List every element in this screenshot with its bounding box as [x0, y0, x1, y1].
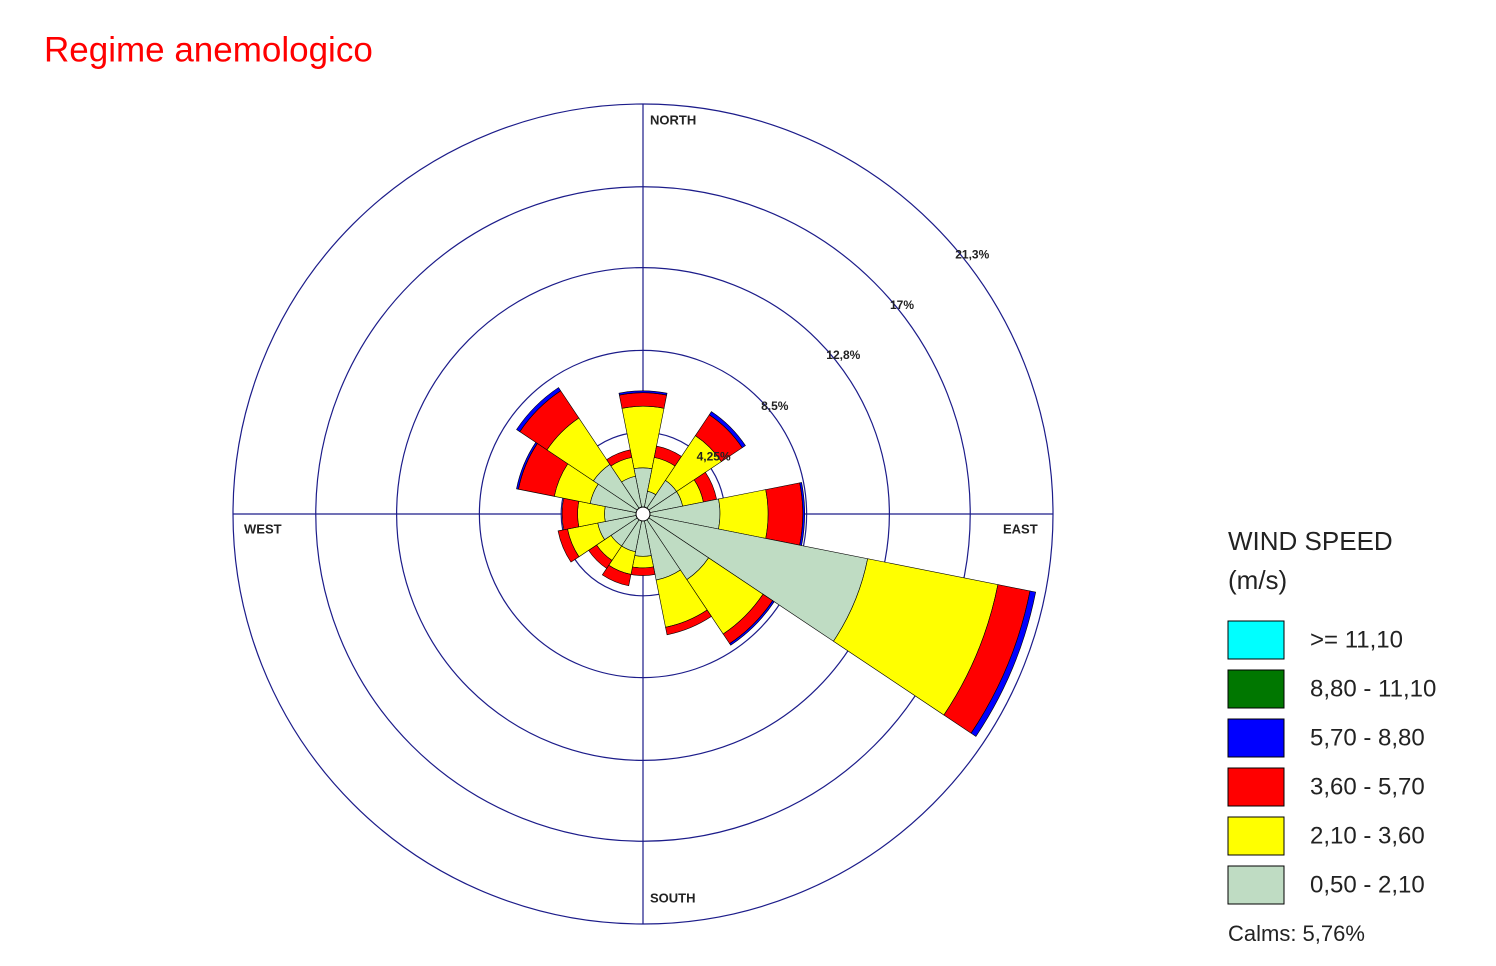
legend-swatch — [1227, 816, 1285, 856]
wind-wedge — [618, 390, 668, 396]
compass-label: WEST — [244, 521, 282, 536]
calms-label: Calms: 5,76% — [1228, 921, 1365, 946]
wind-wedge — [729, 600, 775, 646]
wind-wedge — [665, 609, 712, 636]
compass-label: EAST — [1003, 521, 1038, 536]
chart-title: Regime anemologico — [44, 30, 373, 69]
legend-label: 0,50 - 2,10 — [1310, 871, 1425, 898]
wind-wedge — [618, 392, 668, 409]
legend-swatch — [1227, 620, 1285, 660]
legend-swatch — [1227, 669, 1285, 709]
calm-circle — [635, 506, 651, 522]
legend-label: 2,10 - 3,60 — [1310, 822, 1425, 849]
r-tick-label: 21,3% — [955, 247, 989, 261]
legend-swatch — [1227, 767, 1285, 807]
r-tick-label: 4,25% — [697, 449, 731, 463]
wind-wedge — [708, 411, 746, 449]
wind-wedge — [516, 387, 562, 433]
compass-label: NORTH — [650, 112, 696, 127]
legend-swatch — [1227, 718, 1285, 758]
wind-wedge — [632, 555, 654, 569]
wind-rose — [232, 103, 1054, 925]
compass-label: SOUTH — [650, 890, 696, 905]
wind-wedge — [630, 566, 656, 576]
legend-title: (m/s) — [1228, 565, 1287, 595]
legend-label: 3,60 - 5,70 — [1310, 773, 1425, 800]
legend-swatch — [1227, 865, 1285, 905]
wind-wedge — [606, 449, 633, 467]
wind-wedge — [765, 482, 804, 546]
wind-wedge — [601, 564, 632, 587]
legend-title: WIND SPEED — [1228, 526, 1393, 556]
r-tick-label: 8,5% — [761, 399, 789, 413]
r-tick-label: 17% — [890, 298, 914, 312]
r-tick-label: 12,8% — [826, 348, 860, 362]
legend-label: 5,70 - 8,80 — [1310, 724, 1425, 751]
legend-label: >= 11,10 — [1310, 626, 1403, 653]
wind-wedge — [561, 497, 580, 531]
legend-label: 8,80 - 11,10 — [1310, 675, 1436, 702]
wind-wedge — [970, 590, 1037, 737]
